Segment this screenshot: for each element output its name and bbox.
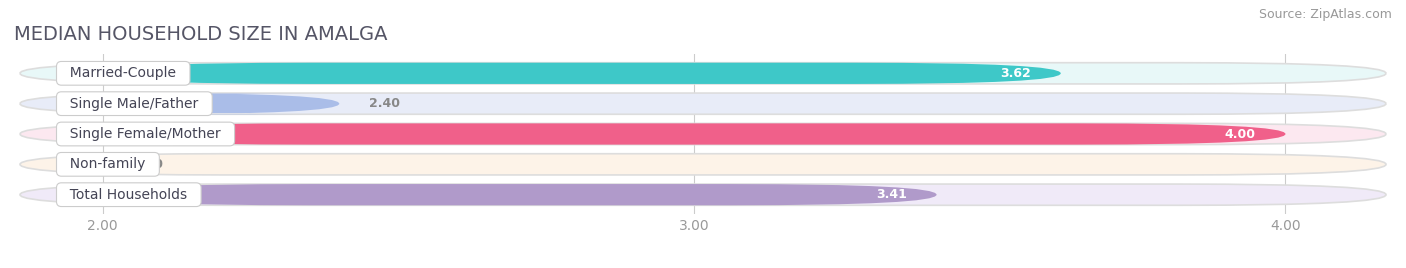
Text: Non-family: Non-family	[62, 157, 155, 171]
Text: Total Households: Total Households	[62, 188, 197, 202]
Text: Single Male/Father: Single Male/Father	[62, 97, 207, 111]
Text: 4.00: 4.00	[1225, 128, 1256, 140]
FancyBboxPatch shape	[103, 63, 1060, 84]
FancyBboxPatch shape	[20, 123, 1386, 145]
Text: 2.40: 2.40	[368, 97, 399, 110]
FancyBboxPatch shape	[103, 184, 936, 205]
Text: 2.00: 2.00	[132, 158, 163, 171]
FancyBboxPatch shape	[103, 123, 1285, 145]
FancyBboxPatch shape	[20, 63, 1386, 84]
Text: MEDIAN HOUSEHOLD SIZE IN AMALGA: MEDIAN HOUSEHOLD SIZE IN AMALGA	[14, 25, 388, 44]
FancyBboxPatch shape	[20, 154, 1386, 175]
Text: Single Female/Mother: Single Female/Mother	[62, 127, 229, 141]
FancyBboxPatch shape	[20, 93, 1386, 114]
Text: Married-Couple: Married-Couple	[62, 66, 186, 80]
Text: 3.41: 3.41	[876, 188, 907, 201]
FancyBboxPatch shape	[20, 184, 1386, 205]
Text: 3.62: 3.62	[1001, 67, 1031, 80]
FancyBboxPatch shape	[103, 93, 339, 114]
Text: Source: ZipAtlas.com: Source: ZipAtlas.com	[1258, 8, 1392, 21]
